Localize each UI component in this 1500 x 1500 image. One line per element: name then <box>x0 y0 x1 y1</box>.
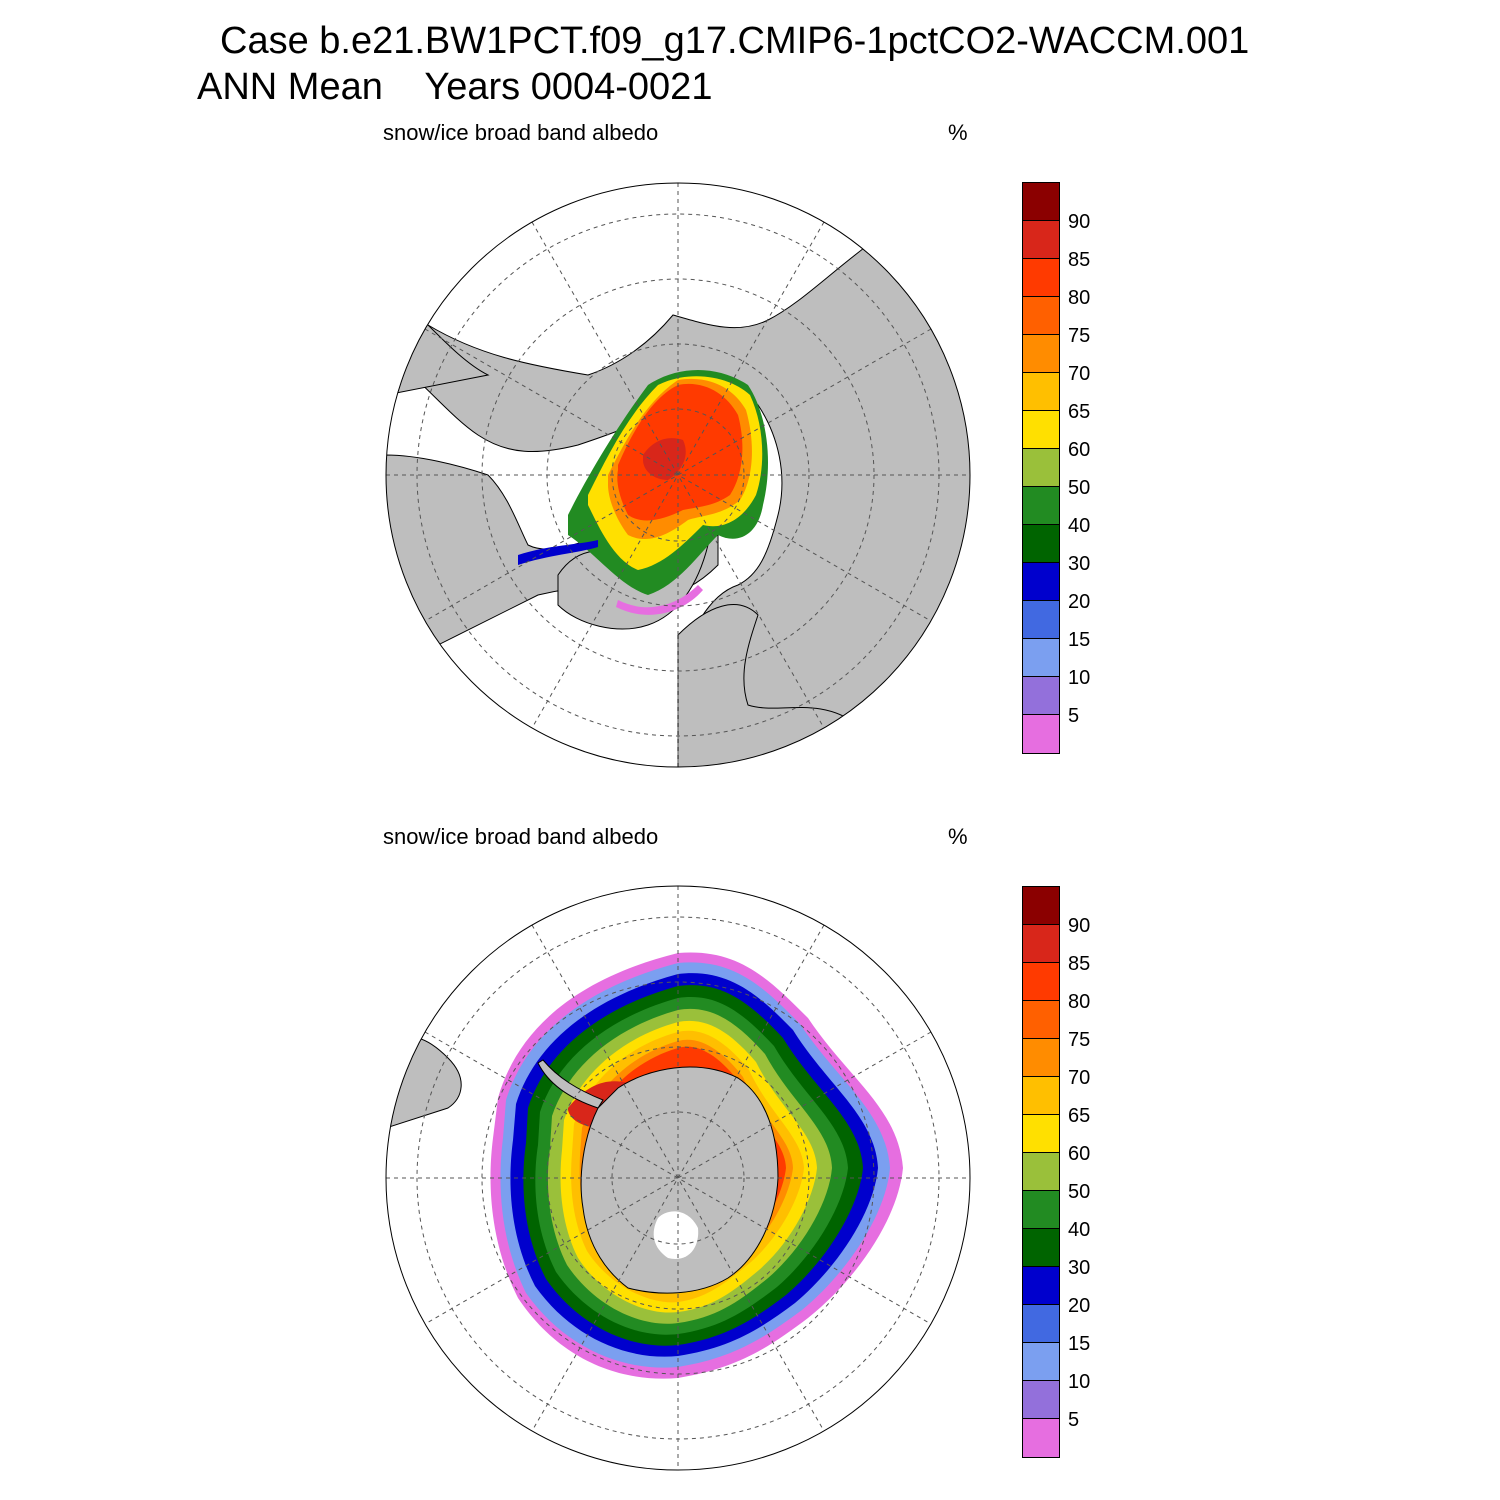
colorbar-swatch <box>1023 1153 1059 1191</box>
colorbar-tick-label: 75 <box>1068 325 1091 347</box>
top-panel-variable-label: snow/ice broad band albedo <box>383 120 659 145</box>
colorbar-swatch <box>1023 335 1059 373</box>
colorbar-tick-label: 90 <box>1068 915 1091 937</box>
colorbar-swatch <box>1023 1343 1059 1381</box>
colorbar-swatch <box>1023 1115 1059 1153</box>
colorbar-swatch <box>1023 411 1059 449</box>
period-title: ANN Mean Years 0004-0021 <box>197 68 712 106</box>
colorbar-tick-label: 40 <box>1068 1219 1091 1241</box>
sea-ice-edge-blue <box>518 540 598 565</box>
colorbar-swatch <box>1023 887 1059 925</box>
colorbar-swatch <box>1023 1001 1059 1039</box>
colorbar-swatch <box>1023 563 1059 601</box>
colorbar-swatch <box>1023 259 1059 297</box>
colorbar-tick-label: 20 <box>1068 1295 1091 1317</box>
colorbar-swatch <box>1023 1305 1059 1343</box>
colorbar-tick-label: 60 <box>1068 439 1091 461</box>
colorbar-tick-label: 15 <box>1068 629 1091 651</box>
colorbar-swatch <box>1023 183 1059 221</box>
colorbar-tick-label: 10 <box>1068 667 1091 689</box>
colorbar-swatch <box>1023 297 1059 335</box>
colorbar-swatch <box>1023 487 1059 525</box>
bottom-colorbar <box>1022 886 1060 1458</box>
colorbar-tick-label: 30 <box>1068 553 1091 575</box>
colorbar-tick-label: 5 <box>1068 1409 1080 1431</box>
colorbar-tick-label: 65 <box>1068 1105 1091 1127</box>
period-prefix: ANN Mean <box>197 66 383 108</box>
north-polar-map <box>385 182 971 768</box>
colorbar-swatch <box>1023 1077 1059 1115</box>
colorbar-swatch <box>1023 525 1059 563</box>
colorbar-swatch <box>1023 715 1059 753</box>
colorbar-swatch <box>1023 1229 1059 1267</box>
sea-ice-edge-pink <box>616 585 703 615</box>
colorbar-tick-label: 60 <box>1068 1143 1091 1165</box>
land-europe <box>677 604 859 767</box>
period-years: Years 0004-0021 <box>424 66 713 108</box>
bottom-panel-variable-label: snow/ice broad band albedo <box>383 824 659 849</box>
colorbar-tick-label: 40 <box>1068 515 1091 537</box>
top-panel-units: % <box>948 120 968 145</box>
colorbar-tick-label: 50 <box>1068 1181 1091 1203</box>
colorbar-tick-label: 50 <box>1068 477 1091 499</box>
colorbar-swatch <box>1023 1267 1059 1305</box>
colorbar-swatch <box>1023 1419 1059 1457</box>
colorbar-swatch <box>1023 925 1059 963</box>
colorbar-swatch <box>1023 373 1059 411</box>
colorbar-tick-label: 80 <box>1068 991 1091 1013</box>
colorbar-tick-label: 85 <box>1068 953 1091 975</box>
colorbar-swatch <box>1023 1191 1059 1229</box>
south-polar-map <box>385 885 971 1471</box>
colorbar-tick-label: 70 <box>1068 363 1091 385</box>
land-antarctica <box>580 1066 779 1294</box>
sea-ice-darkred <box>643 438 686 480</box>
colorbar-swatch <box>1023 963 1059 1001</box>
colorbar-swatch <box>1023 221 1059 259</box>
colorbar-tick-label: 5 <box>1068 705 1080 727</box>
colorbar-tick-label: 85 <box>1068 249 1091 271</box>
top-colorbar <box>1022 182 1060 754</box>
colorbar-tick-label: 15 <box>1068 1333 1091 1355</box>
colorbar-tick-label: 70 <box>1068 1067 1091 1089</box>
colorbar-tick-label: 30 <box>1068 1257 1091 1279</box>
colorbar-tick-label: 10 <box>1068 1371 1091 1393</box>
ross-shelf <box>653 1211 699 1259</box>
bottom-panel-units: % <box>948 824 968 849</box>
colorbar-tick-label: 80 <box>1068 287 1091 309</box>
colorbar-swatch <box>1023 601 1059 639</box>
case-title: Case b.e21.BW1PCT.f09_g17.CMIP6-1pctCO2-… <box>220 20 1250 62</box>
colorbar-swatch <box>1023 1381 1059 1419</box>
land-antarctic-peninsula <box>537 1059 604 1109</box>
colorbar-swatch <box>1023 677 1059 715</box>
colorbar-swatch <box>1023 449 1059 487</box>
colorbar-swatch <box>1023 639 1059 677</box>
colorbar-tick-label: 20 <box>1068 591 1091 613</box>
colorbar-tick-label: 90 <box>1068 211 1091 233</box>
colorbar-tick-label: 75 <box>1068 1029 1091 1051</box>
land-eurasia <box>386 183 970 767</box>
colorbar-swatch <box>1023 1039 1059 1077</box>
colorbar-tick-label: 65 <box>1068 401 1091 423</box>
